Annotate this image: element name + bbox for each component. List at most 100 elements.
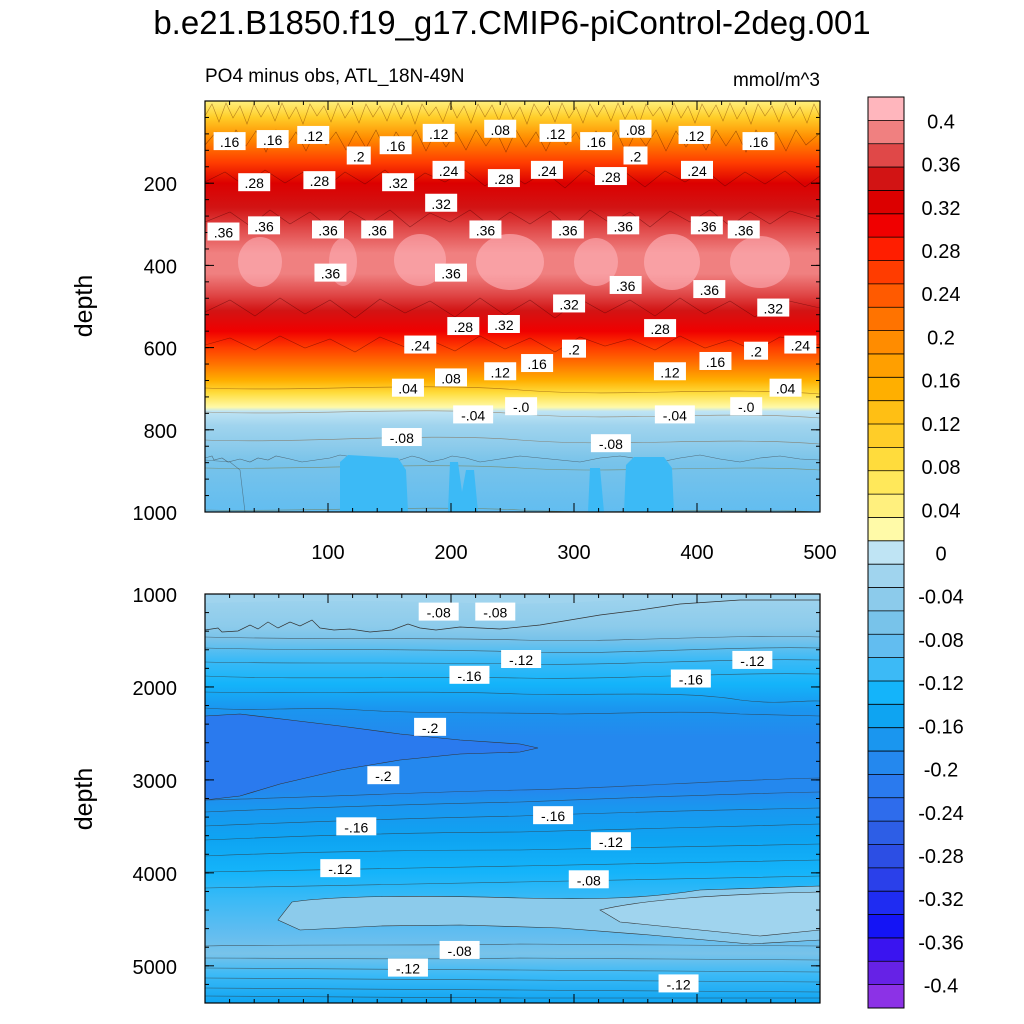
contour-label-box bbox=[539, 123, 572, 142]
contour-label-text: -.16 bbox=[541, 808, 565, 824]
contour-label-text: .16 bbox=[263, 132, 283, 148]
contour-label-text: .12 bbox=[546, 126, 566, 142]
colorbar-swatch bbox=[868, 704, 904, 729]
contour-label-box bbox=[732, 650, 773, 669]
contour-label-box bbox=[248, 216, 281, 235]
contour-label-box bbox=[469, 220, 502, 239]
colorbar-label: 0.36 bbox=[922, 155, 961, 177]
top-contour-label: .36 bbox=[693, 280, 726, 299]
top-contour-label: .24 bbox=[432, 160, 465, 179]
bottom-contour-label: -.08 bbox=[475, 602, 516, 621]
contour-label-box bbox=[435, 263, 467, 282]
contour-label-text: -.08 bbox=[599, 436, 623, 452]
top-contour-label: .12 bbox=[297, 125, 330, 144]
top-contour-label: -.0 bbox=[505, 397, 538, 416]
colorbar-label: 0.04 bbox=[922, 500, 961, 522]
contour-label-box bbox=[693, 280, 726, 299]
contour-label-text: -.16 bbox=[679, 672, 703, 688]
bottom-contour-label: -.12 bbox=[732, 650, 773, 669]
contour-label-box bbox=[320, 859, 361, 878]
contour-label-text: .08 bbox=[490, 122, 510, 138]
top-contour-label: .32 bbox=[382, 173, 415, 192]
contour-label-text: .16 bbox=[220, 134, 240, 150]
contour-label-box bbox=[562, 339, 586, 358]
contour-label-text: .32 bbox=[764, 301, 784, 317]
contour-label-text: .16 bbox=[706, 354, 726, 370]
colorbar-swatch bbox=[868, 821, 904, 845]
contour-label-box bbox=[590, 832, 631, 851]
contour-label-text: .36 bbox=[254, 218, 274, 234]
contour-label-text: .2 bbox=[353, 148, 365, 164]
top-contour-label: .2 bbox=[562, 339, 586, 358]
colorbar-swatch bbox=[868, 283, 904, 308]
top-contour-label: .2 bbox=[744, 341, 769, 360]
bottom-contour-label: -.12 bbox=[387, 958, 428, 977]
top-contour-label: .12 bbox=[678, 125, 711, 144]
colorbar-label: 0.12 bbox=[922, 414, 961, 436]
bottom-contour-label: -.16 bbox=[533, 806, 574, 825]
contour-label-box bbox=[501, 649, 542, 668]
contour-label-box bbox=[404, 335, 437, 354]
contour-label-box bbox=[553, 294, 586, 313]
top-contour-label: .36 bbox=[609, 275, 642, 294]
contour-label-box bbox=[678, 125, 711, 144]
bottom-contour-label: -.2 bbox=[367, 766, 400, 785]
colorbar-label: 0.4 bbox=[927, 111, 955, 133]
contour-label-box bbox=[533, 806, 574, 825]
contour-label-box bbox=[730, 397, 763, 416]
top-contour-label: .36 bbox=[727, 220, 760, 239]
contour-label-text: -.12 bbox=[666, 976, 690, 992]
top-contour-label: .08 bbox=[484, 119, 517, 138]
colorbar-label: -0.24 bbox=[918, 803, 964, 825]
contour-label-text: .24 bbox=[439, 163, 459, 179]
colorbar-label: 0.16 bbox=[922, 371, 961, 393]
bottom-y-tick-label: 3000 bbox=[133, 771, 178, 793]
contour-label-text: .12 bbox=[490, 364, 510, 380]
colorbar-swatch bbox=[868, 353, 904, 378]
contour-label-box bbox=[475, 602, 516, 621]
contour-label-box bbox=[336, 817, 377, 836]
contour-label-box bbox=[449, 665, 490, 684]
top-y-tick-label: 400 bbox=[144, 256, 177, 278]
contour-label-box bbox=[425, 193, 458, 212]
chart-subtitle: PO4 minus obs, ATL_18N-49N bbox=[205, 66, 464, 87]
contour-label-text: .36 bbox=[697, 218, 717, 234]
top-panel-field bbox=[205, 101, 820, 512]
contour-label-text: -.2 bbox=[422, 720, 439, 736]
top-panel-ticks: 200 400 600 800 1000 bbox=[133, 101, 821, 525]
colorbar-swatch bbox=[868, 914, 904, 939]
contour-label-box bbox=[690, 216, 723, 235]
bottom-y-tick-label: 4000 bbox=[133, 864, 178, 886]
contour-label-text: -.2 bbox=[375, 768, 392, 784]
top-ylabel: depth bbox=[70, 275, 98, 338]
contour-label-box bbox=[453, 405, 494, 424]
top-contour-label: .32 bbox=[553, 294, 586, 313]
bottom-contour-label: -.08 bbox=[439, 940, 480, 959]
top-contour-label: .28 bbox=[594, 167, 627, 186]
contour-label-box bbox=[594, 167, 627, 186]
top-contour-label: .28 bbox=[644, 319, 677, 338]
colorbar-swatch bbox=[868, 961, 904, 986]
top-contour-label: .12 bbox=[539, 123, 572, 142]
contour-label-box bbox=[346, 146, 371, 165]
contour-label-text: -.08 bbox=[448, 943, 472, 959]
top-contour-label: .28 bbox=[303, 171, 336, 190]
contour-label-text: .24 bbox=[411, 338, 431, 354]
contour-label-text: -.12 bbox=[328, 861, 352, 877]
contour-label-box bbox=[484, 119, 517, 138]
contour-label-text: .32 bbox=[388, 175, 408, 191]
contour-label-box bbox=[670, 669, 711, 688]
bottom-y-tick-label: 1000 bbox=[133, 585, 178, 607]
x-tick-label: 300 bbox=[557, 542, 590, 564]
contour-label-box bbox=[312, 220, 344, 239]
contour-label-text: .36 bbox=[441, 266, 461, 282]
top-contour-label: .16 bbox=[580, 132, 613, 151]
colorbar-label: -0.4 bbox=[924, 976, 958, 998]
contour-label-box bbox=[256, 130, 289, 149]
colorbar-swatch bbox=[868, 120, 904, 145]
colorbar-label: -0.08 bbox=[918, 630, 964, 652]
contour-label-box bbox=[381, 428, 422, 447]
colorbar-swatch bbox=[868, 330, 904, 355]
